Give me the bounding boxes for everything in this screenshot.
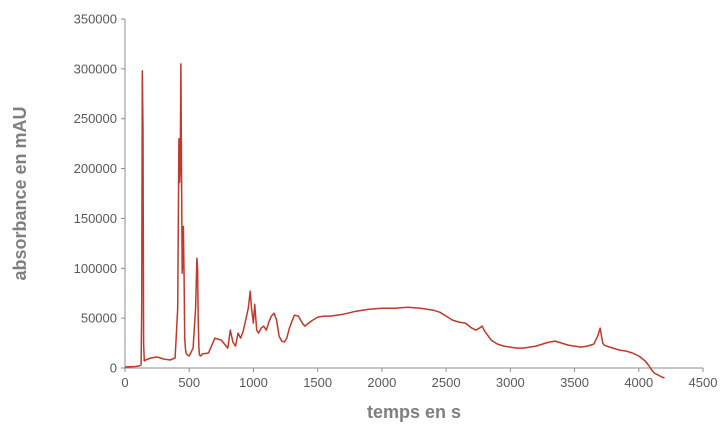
- series-layer: [124, 63, 665, 379]
- y-tick-label: 0: [110, 361, 117, 376]
- x-tick-label: 1500: [303, 375, 332, 390]
- y-tick-label: 100000: [74, 261, 117, 276]
- x-tick-label: 4000: [624, 375, 653, 390]
- x-tick-label: 0: [121, 375, 128, 390]
- x-tick-label: 4500: [689, 375, 718, 390]
- y-tick-label: 150000: [74, 211, 117, 226]
- axes: [121, 18, 704, 372]
- x-tick-label: 500: [178, 375, 200, 390]
- tick-labels: 0 50000 100000 150000 200000 250000 300000 3500…: [74, 12, 718, 391]
- y-axis-title: absorbance en mAU: [10, 106, 30, 280]
- series-line-1: [124, 63, 665, 379]
- y-tick-label: 200000: [74, 161, 117, 176]
- y-tick-label: 50000: [81, 311, 117, 326]
- y-tick-label: 300000: [74, 61, 117, 76]
- x-axis-title: temps en s: [367, 402, 461, 422]
- y-tick-label: 350000: [74, 12, 117, 27]
- x-tick-label: 1000: [239, 375, 268, 390]
- y-tick-label: 250000: [74, 111, 117, 126]
- x-tick-label: 2000: [367, 375, 396, 390]
- x-tick-label: 3500: [560, 375, 589, 390]
- x-tick-label: 2500: [432, 375, 461, 390]
- x-tick-label: 3000: [496, 375, 525, 390]
